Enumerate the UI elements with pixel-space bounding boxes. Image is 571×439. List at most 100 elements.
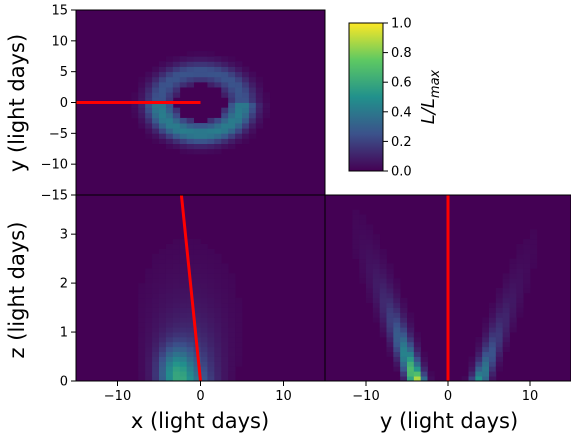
xz-cell (152, 283, 160, 289)
xy-cell (145, 76, 153, 83)
xz-cell (235, 322, 243, 328)
xz-cell (221, 327, 229, 333)
xz-cell (145, 341, 153, 348)
xy-cell (221, 133, 229, 139)
xz-cell (200, 297, 208, 304)
xy-cell (131, 97, 139, 103)
xz-cell (179, 283, 188, 289)
xz-cell (207, 297, 215, 304)
yz-cell (495, 292, 504, 299)
xy-cell (138, 107, 146, 114)
xy-cell (248, 112, 257, 119)
yz-cell (352, 253, 360, 260)
yz-cell (393, 332, 401, 338)
xz-heatmap (138, 239, 243, 381)
yz-panel: −10 0 10 y (light days) (324, 194, 571, 433)
xy-cell (179, 123, 188, 129)
yz-cell (379, 307, 387, 313)
yz-cell (366, 253, 374, 260)
xy-cell (179, 76, 188, 83)
xz-cell (159, 297, 167, 304)
xz-cell (159, 332, 167, 338)
yz-cell (379, 288, 387, 294)
yz-cell (386, 332, 394, 338)
xy-cell (138, 112, 146, 119)
y-tick-label: 2 (60, 277, 68, 292)
xz-cell (235, 341, 243, 348)
xz-cell (200, 366, 208, 372)
xz-cell (214, 292, 222, 299)
xy-cell (242, 87, 250, 93)
xz-cell (200, 322, 208, 328)
xz-cell (145, 283, 153, 289)
xy-cell (152, 117, 160, 124)
xz-cell (172, 361, 181, 367)
colorbar-tick-label: 0.0 (391, 165, 412, 180)
yz-cell (407, 371, 415, 377)
yz-cell (523, 273, 531, 279)
xy-cell (159, 123, 167, 129)
colorbar-tick-label: 0.6 (391, 76, 412, 91)
yz-cell (495, 336, 504, 343)
yz-cell (489, 366, 497, 372)
xz-cell (207, 278, 215, 284)
xy-cell (152, 128, 160, 134)
xz-cell (193, 312, 201, 318)
yz-cell (366, 273, 374, 279)
yz-cell (359, 248, 367, 255)
xy-cell (186, 117, 194, 124)
yz-cell (372, 243, 381, 250)
yz-cell (400, 351, 408, 357)
colorbar-tick-label: 0.8 (391, 46, 412, 61)
xz-cell (221, 356, 229, 362)
xz-cell (159, 307, 167, 313)
xy-cell (152, 138, 160, 145)
yz-cell (482, 361, 490, 367)
xz-cell (214, 297, 222, 304)
yz-cell (413, 356, 422, 362)
yz-cell (393, 341, 401, 348)
xy-cell (193, 148, 201, 155)
xy-cell (207, 66, 215, 73)
xz-sightline (179, 195, 202, 381)
xy-cell (193, 51, 201, 57)
yz-cell (475, 371, 483, 377)
yz-cell (530, 239, 538, 245)
yz-cell (386, 302, 394, 308)
xy-cell (165, 61, 174, 67)
xz-cell (214, 327, 222, 333)
xz-cell (186, 341, 194, 348)
yz-cell (386, 351, 394, 357)
xy-cell (165, 92, 174, 98)
yz-cell (502, 283, 510, 289)
xy-cell (255, 92, 264, 98)
xz-cell (179, 268, 188, 274)
xy-cell (242, 66, 250, 73)
yz-cell (386, 327, 394, 333)
yz-cell (393, 361, 401, 367)
xy-cell (248, 117, 257, 124)
xy-cell (262, 92, 271, 98)
xz-cell (172, 336, 181, 343)
xz-cell (152, 322, 160, 328)
xz-cell (193, 278, 201, 284)
xy-cell (221, 117, 229, 124)
yz-cell (523, 278, 531, 284)
xz-cell (228, 292, 236, 299)
xz-cell (207, 273, 215, 279)
yz-cell (379, 322, 387, 328)
xz-cell (186, 239, 194, 245)
yz-cell (482, 346, 490, 353)
xy-cell (235, 71, 243, 78)
xz-cell (159, 371, 167, 377)
xy-cell (228, 61, 236, 67)
xz-cell (179, 263, 188, 269)
xz-cell (179, 327, 188, 333)
xz-cell (228, 278, 236, 284)
yz-cell (393, 327, 401, 333)
xz-cell (214, 336, 222, 343)
yz-cell (352, 219, 360, 225)
xz-cell (221, 317, 229, 323)
xy-cell (193, 56, 201, 62)
xy-cell (152, 123, 160, 129)
